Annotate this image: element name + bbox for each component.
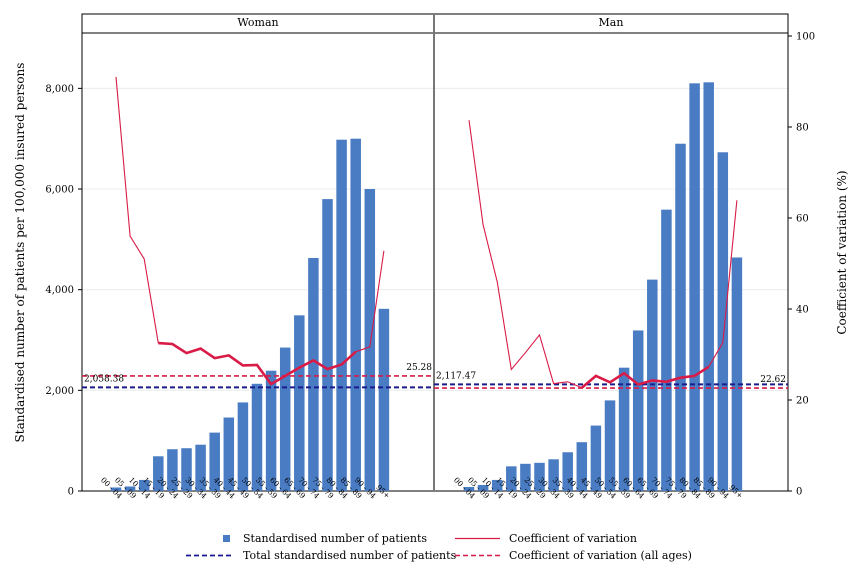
bar bbox=[590, 425, 602, 491]
bar bbox=[506, 466, 517, 491]
bar bbox=[463, 486, 475, 491]
bar bbox=[604, 400, 616, 491]
y2-tick-label: 0 bbox=[796, 487, 802, 498]
bar bbox=[124, 486, 136, 491]
bar bbox=[378, 308, 390, 491]
cv-line-thin bbox=[115, 76, 159, 344]
y2-axis-title: Coefficient of variation (%) bbox=[835, 170, 849, 334]
bar bbox=[265, 370, 277, 491]
bar bbox=[632, 330, 644, 491]
total-patients-label: 2,117.47 bbox=[436, 371, 476, 381]
legend-label: Standardised number of patients bbox=[243, 532, 427, 545]
bar bbox=[308, 257, 319, 491]
bar bbox=[534, 462, 545, 491]
bar bbox=[350, 138, 361, 491]
bar bbox=[491, 479, 503, 491]
panel-title: Man bbox=[599, 16, 624, 29]
y2-tick-label: 20 bbox=[796, 396, 809, 407]
cv-line-thick bbox=[580, 365, 710, 389]
bar bbox=[717, 152, 729, 491]
x-tick-label: 95+ bbox=[727, 483, 745, 501]
bar bbox=[336, 139, 347, 491]
bar bbox=[279, 347, 291, 491]
y2-tick-label: 40 bbox=[796, 305, 809, 316]
legend-label: Total standardised number of patients bbox=[243, 549, 457, 562]
bar bbox=[153, 456, 164, 491]
x-tick-label: 95+ bbox=[374, 483, 392, 501]
cv-line-thin-tail bbox=[355, 250, 385, 353]
y-tick-label: 6,000 bbox=[45, 185, 74, 196]
cv-all-ages-label: 25.28 bbox=[406, 363, 432, 373]
y-axis-title: Standardised number of patients per 100,… bbox=[13, 63, 27, 443]
bar bbox=[703, 82, 714, 492]
y2-tick-label: 80 bbox=[796, 123, 809, 134]
bar bbox=[364, 189, 376, 491]
bar bbox=[223, 417, 235, 491]
bar bbox=[237, 402, 249, 491]
cv-line-thin bbox=[468, 120, 583, 389]
y2-tick-label: 100 bbox=[796, 32, 815, 43]
y-tick-label: 4,000 bbox=[45, 285, 74, 296]
bar bbox=[576, 442, 588, 491]
bar bbox=[618, 367, 630, 491]
bar bbox=[110, 487, 122, 491]
bar bbox=[731, 257, 743, 491]
bar bbox=[562, 452, 573, 491]
panel-title: Woman bbox=[237, 16, 278, 29]
bar bbox=[477, 484, 489, 491]
total-patients-label: 2,058.38 bbox=[84, 374, 124, 384]
bar bbox=[322, 199, 333, 492]
legend-label: Coefficient of variation (all ages) bbox=[509, 549, 692, 562]
cv-all-ages-label: 22.62 bbox=[760, 375, 786, 385]
bar bbox=[689, 83, 700, 491]
bar bbox=[209, 432, 220, 491]
y2-tick-label: 60 bbox=[796, 214, 809, 225]
bar bbox=[138, 479, 150, 491]
bar bbox=[675, 143, 686, 491]
bar bbox=[548, 459, 559, 491]
bar bbox=[294, 315, 305, 491]
cv-line-thick bbox=[158, 341, 357, 386]
legend-label: Coefficient of variation bbox=[509, 532, 637, 545]
y-tick-label: 0 bbox=[68, 487, 74, 498]
cv-line-thin-tail bbox=[708, 200, 738, 368]
bar bbox=[520, 463, 531, 491]
legend-swatch bbox=[223, 535, 230, 542]
y-tick-label: 2,000 bbox=[45, 386, 74, 397]
bar bbox=[661, 209, 672, 491]
bar bbox=[181, 448, 192, 491]
bar bbox=[195, 444, 206, 491]
bar bbox=[251, 383, 263, 491]
y-tick-label: 8,000 bbox=[45, 84, 74, 95]
bar bbox=[167, 449, 178, 491]
